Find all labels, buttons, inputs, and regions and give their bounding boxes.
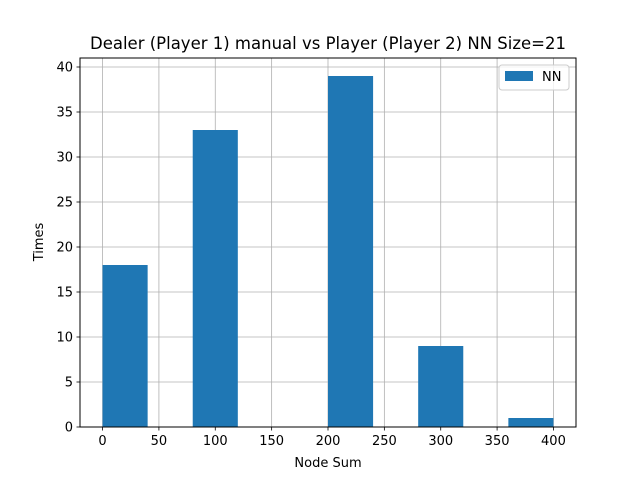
legend-swatch bbox=[505, 71, 533, 81]
y-tick-label: 20 bbox=[56, 241, 73, 256]
x-tick-label: 350 bbox=[485, 434, 510, 449]
x-axis-ticks: 0 50 100 150 200 250 300 350 400 bbox=[98, 427, 566, 449]
histogram-bar bbox=[192, 130, 238, 427]
x-tick-label: 400 bbox=[541, 434, 566, 449]
histogram-bar bbox=[102, 265, 148, 427]
legend: NN bbox=[498, 64, 570, 91]
x-axis-label: Node Sum bbox=[294, 456, 361, 471]
x-tick-label: 100 bbox=[203, 434, 228, 449]
y-axis-label: Times bbox=[32, 222, 47, 262]
x-tick-label: 200 bbox=[316, 434, 341, 449]
y-tick-label: 5 bbox=[65, 376, 73, 391]
y-axis-ticks: 0 5 10 15 20 25 30 35 40 bbox=[56, 61, 80, 436]
x-tick-label: 250 bbox=[372, 434, 397, 449]
y-tick-label: 30 bbox=[56, 151, 73, 166]
histogram-bar bbox=[328, 76, 374, 427]
y-tick-label: 10 bbox=[56, 331, 73, 346]
y-tick-label: 40 bbox=[56, 61, 73, 76]
bars-group bbox=[102, 76, 554, 427]
histogram-bar bbox=[508, 418, 554, 427]
y-tick-label: 15 bbox=[56, 286, 73, 301]
y-tick-label: 25 bbox=[56, 196, 73, 211]
histogram-bar bbox=[418, 346, 464, 427]
legend-label: NN bbox=[542, 70, 561, 85]
x-tick-label: 300 bbox=[428, 434, 453, 449]
x-tick-label: 150 bbox=[259, 434, 284, 449]
chart-title: Dealer (Player 1) manual vs Player (Play… bbox=[90, 34, 566, 53]
x-tick-label: 50 bbox=[151, 434, 168, 449]
x-tick-label: 0 bbox=[98, 434, 106, 449]
y-tick-label: 0 bbox=[65, 421, 73, 436]
y-tick-label: 35 bbox=[56, 106, 73, 121]
